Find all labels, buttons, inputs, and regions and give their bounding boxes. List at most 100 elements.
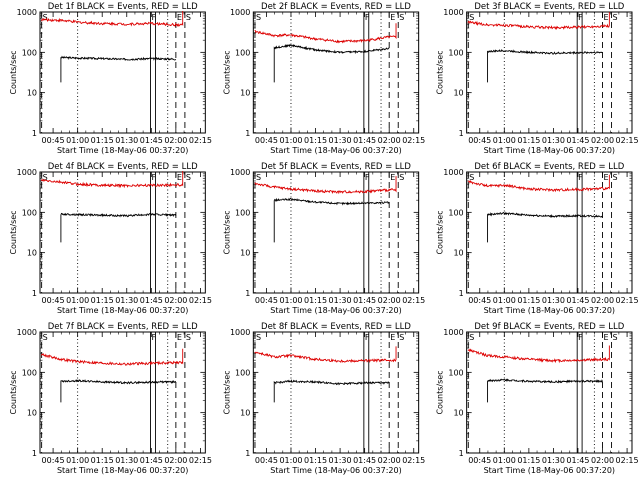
- x-tick-label: 01:30: [329, 296, 352, 305]
- x-tick-label: 00:45: [42, 136, 65, 145]
- panel-title: Det 2f BLACK = Events, RED = LLD: [261, 2, 411, 12]
- marker-label-E: E: [390, 173, 395, 182]
- y-axis-label: Counts/sec: [222, 370, 231, 414]
- x-tick-label: 01:00: [66, 296, 89, 305]
- marker-label-E: E: [177, 173, 182, 182]
- marker-label-E: E: [390, 333, 395, 342]
- detector-panel-3: Det 3f BLACK = Events, RED = LLD 1 10 100 10…: [436, 2, 639, 155]
- x-tick-label: 00:45: [255, 456, 278, 465]
- x-tick-label: 01:45: [140, 296, 163, 305]
- x-tick-label: 01:15: [91, 136, 114, 145]
- detector-panel-7: Det 7f BLACK = Events, RED = LLD 1 10 100 10…: [9, 322, 212, 475]
- x-tick-label: 01:30: [115, 296, 138, 305]
- x-tick-label: 01:00: [66, 136, 89, 145]
- series-events-line: [60, 212, 177, 243]
- y-axis-label: Counts/sec: [222, 210, 231, 254]
- x-tick-label: 02:00: [378, 456, 401, 465]
- x-tick-label: 01:30: [542, 296, 565, 305]
- series-events-line: [487, 211, 603, 243]
- panel-title: Det 9f BLACK = Events, RED = LLD: [474, 322, 624, 332]
- x-tick-label: 02:15: [616, 456, 639, 465]
- marker-label-E: E: [604, 13, 609, 22]
- x-axis-label: Start Time (18-May-06 00:37:20): [484, 146, 615, 155]
- marker-label-S: S: [399, 173, 404, 182]
- y-tick-label: 100: [22, 368, 37, 377]
- x-tick-label: 02:00: [164, 136, 187, 145]
- marker-label-F: F: [152, 173, 157, 182]
- y-tick-label: 1000: [17, 168, 37, 177]
- x-tick-label: 02:00: [164, 456, 187, 465]
- y-tick-label: 1: [459, 289, 464, 298]
- x-tick-label: 01:00: [493, 136, 516, 145]
- y-tick-label: 1000: [443, 168, 463, 177]
- marker-label-S: S: [186, 13, 191, 22]
- panel-title: Det 7f BLACK = Events, RED = LLD: [48, 322, 198, 332]
- marker-label-S: S: [43, 13, 48, 22]
- x-tick-label: 01:15: [91, 296, 114, 305]
- x-tick-label: 00:45: [42, 456, 65, 465]
- marker-label-S: S: [469, 333, 474, 342]
- x-axis-label: Start Time (18-May-06 00:37:20): [270, 306, 401, 315]
- marker-label-E: E: [390, 13, 395, 22]
- plot-frame: [252, 171, 420, 294]
- y-tick-label: 10: [240, 409, 250, 418]
- x-tick-label: 02:00: [591, 136, 614, 145]
- series-lld-line: [254, 176, 397, 195]
- x-tick-label: 02:00: [164, 296, 187, 305]
- x-tick-label: 01:45: [140, 456, 163, 465]
- panel-title: Det 4f BLACK = Events, RED = LLD: [48, 162, 198, 172]
- plot-frame: [466, 331, 633, 454]
- x-axis-label: Start Time (18-May-06 00:37:20): [57, 466, 188, 475]
- x-tick-label: 01:30: [329, 136, 352, 145]
- marker-label-F: F: [578, 13, 583, 22]
- y-tick-label: 100: [448, 48, 463, 57]
- y-tick-label: 1: [32, 289, 37, 298]
- x-tick-label: 01:15: [517, 136, 540, 145]
- plot-frame: [252, 331, 420, 454]
- y-tick-label: 10: [27, 409, 37, 418]
- x-tick-label: 01:30: [329, 456, 352, 465]
- x-tick-label: 01:00: [279, 296, 302, 305]
- y-tick-label: 1: [245, 289, 250, 298]
- plot-frame: [39, 171, 206, 294]
- series-events-line: [487, 378, 603, 403]
- x-tick-label: 01:15: [304, 296, 327, 305]
- x-tick-label: 02:00: [591, 456, 614, 465]
- y-tick-label: 10: [453, 249, 463, 258]
- marker-label-S: S: [613, 333, 618, 342]
- y-tick-label: 100: [448, 368, 463, 377]
- marker-label-F: F: [578, 173, 583, 182]
- series-lld-line: [467, 12, 610, 31]
- series-lld-line: [40, 171, 184, 189]
- marker-label-F: F: [152, 13, 157, 22]
- x-tick-label: 02:15: [189, 296, 212, 305]
- y-axis-label: Counts/sec: [9, 210, 18, 254]
- y-tick-label: 10: [27, 249, 37, 258]
- marker-label-F: F: [365, 333, 370, 342]
- marker-label-F: F: [152, 333, 157, 342]
- plot-frame: [466, 171, 633, 294]
- series-lld-line: [254, 346, 397, 364]
- y-tick-label: 1000: [230, 328, 250, 337]
- x-axis-label: Start Time (18-May-06 00:37:20): [57, 146, 188, 155]
- x-tick-label: 00:45: [468, 136, 491, 145]
- detector-panel-6: Det 6f BLACK = Events, RED = LLD 1 10 100 10…: [436, 162, 639, 315]
- x-tick-label: 01:45: [566, 136, 589, 145]
- marker-label-S: S: [256, 13, 261, 22]
- marker-label-S: S: [256, 173, 261, 182]
- y-tick-label: 10: [453, 409, 463, 418]
- plot-frame: [39, 11, 206, 134]
- panel-title: Det 8f BLACK = Events, RED = LLD: [261, 322, 411, 332]
- x-tick-label: 02:15: [402, 456, 425, 465]
- y-tick-label: 1: [245, 449, 250, 458]
- series-events-line: [273, 197, 390, 243]
- detector-panel-1: Det 1f BLACK = Events, RED = LLD 1 10 100 10…: [9, 2, 212, 155]
- y-tick-label: 10: [453, 89, 463, 98]
- marker-label-S: S: [399, 13, 404, 22]
- x-tick-label: 01:00: [493, 296, 516, 305]
- marker-label-E: E: [177, 13, 182, 22]
- x-tick-label: 01:00: [279, 136, 302, 145]
- y-tick-label: 100: [22, 208, 37, 217]
- x-tick-label: 01:45: [353, 456, 376, 465]
